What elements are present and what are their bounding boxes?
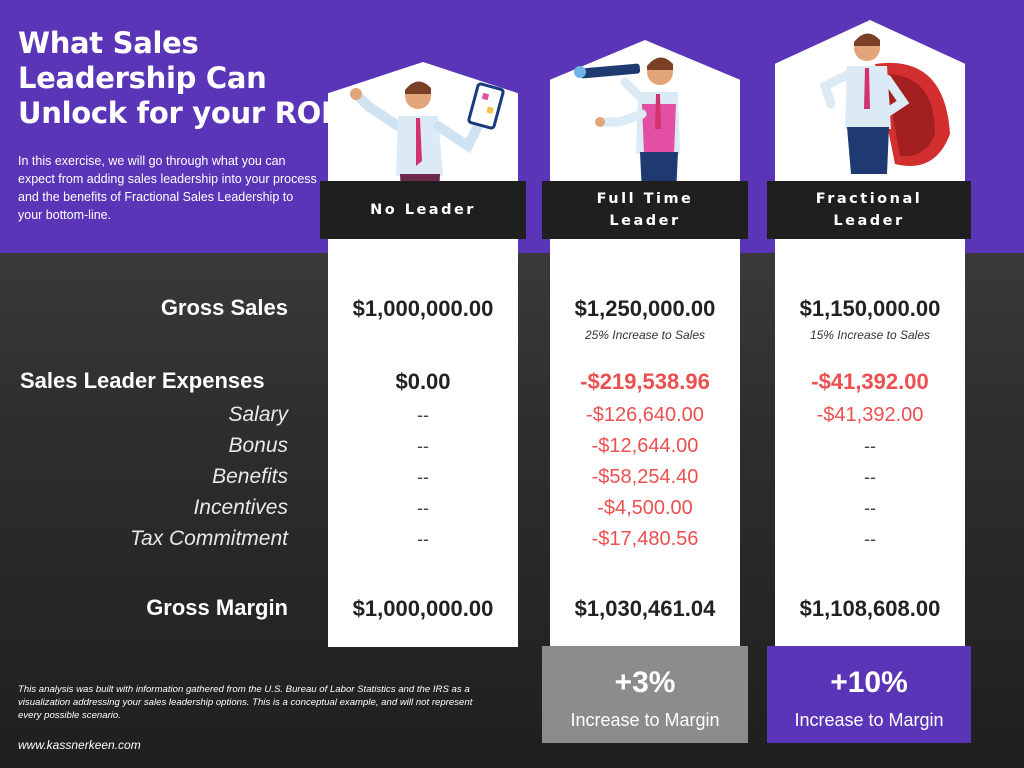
gross-margin-value: $1,030,461.04 <box>574 596 716 621</box>
margin-increase-label: Increase to Margin <box>570 710 720 730</box>
label-salary: Salary <box>228 403 288 426</box>
gross-sales-value: $1,000,000.00 <box>352 296 494 321</box>
incentives-value: -- <box>864 498 876 518</box>
gross-sales-note: 25% Increase to Sales <box>584 328 706 342</box>
margin-increase-label: Increase to Margin <box>794 710 944 730</box>
column-card <box>328 239 518 647</box>
salary-value: -$126,640.00 <box>586 404 704 426</box>
bonus-value: -- <box>864 436 876 456</box>
label-incentives: Incentives <box>193 496 288 519</box>
intro-text: In this exercise, we will go through wha… <box>18 154 317 222</box>
salary-value: -$41,392.00 <box>816 404 924 426</box>
column-header-full-time-leader: Full Time Leader <box>542 181 748 239</box>
label-tax-commitment: Tax Commitment <box>130 527 288 550</box>
column-full-time-leader: Full Time Leader $1,250,000.00 25% Incre… <box>542 0 748 768</box>
bonus-value: -$12,644.00 <box>591 435 699 457</box>
website-link[interactable]: www.kassnerkeen.com <box>18 738 141 752</box>
column-card <box>550 239 740 647</box>
benefits-value: -$58,254.40 <box>591 466 699 488</box>
gross-margin-value: $1,000,000.00 <box>352 596 494 621</box>
label-gross-margin: Gross Margin <box>146 595 288 620</box>
gross-sales-note: 15% Increase to Sales <box>809 328 931 342</box>
label-gross-sales: Gross Sales <box>160 295 288 320</box>
gross-margin-value: $1,108,608.00 <box>799 596 941 621</box>
businessman-with-spyglass-icon <box>574 57 680 194</box>
column-header-no-leader: No Leader <box>320 181 526 239</box>
benefits-value: -- <box>864 467 876 487</box>
column-no-leader: No Leader $1,000,000.00 $0.00 -- -- -- -… <box>320 0 526 768</box>
column-fractional-leader: Fractional Leader $1,150,000.00 15% Incr… <box>767 0 973 768</box>
label-bonus: Bonus <box>228 434 288 457</box>
disclaimer-text: This analysis was built with information… <box>18 684 473 721</box>
column-card <box>775 239 965 647</box>
incentives-value: -$4,500.00 <box>597 497 693 519</box>
salary-value: -- <box>417 405 429 425</box>
margin-increase-fractional: +10% Increase to Margin <box>767 646 971 743</box>
label-sales-leader-expenses: Sales Leader Expenses <box>20 368 265 393</box>
tax-commitment-value: -$17,480.56 <box>591 528 699 550</box>
label-benefits: Benefits <box>212 465 288 488</box>
expenses-value: $0.00 <box>395 369 451 394</box>
margin-increase-value: +3% <box>614 666 676 699</box>
incentives-value: -- <box>417 498 429 518</box>
gross-sales-value: $1,250,000.00 <box>574 296 716 321</box>
page-title: What Sales Leadership Can Unlock for you… <box>18 26 332 130</box>
benefits-value: -- <box>417 467 429 487</box>
column-header-fractional-leader: Fractional Leader <box>767 181 971 239</box>
bonus-value: -- <box>417 436 429 456</box>
tax-commitment-value: -- <box>417 529 429 549</box>
gross-sales-value: $1,150,000.00 <box>799 296 941 321</box>
expenses-value: -$219,538.96 <box>580 369 710 394</box>
margin-increase-value: +10% <box>830 666 908 699</box>
margin-increase-full-time: +3% Increase to Margin <box>542 646 748 743</box>
expenses-value: -$41,392.00 <box>811 369 929 394</box>
tax-commitment-value: -- <box>864 529 876 549</box>
superhero-businessman-icon <box>819 33 950 174</box>
